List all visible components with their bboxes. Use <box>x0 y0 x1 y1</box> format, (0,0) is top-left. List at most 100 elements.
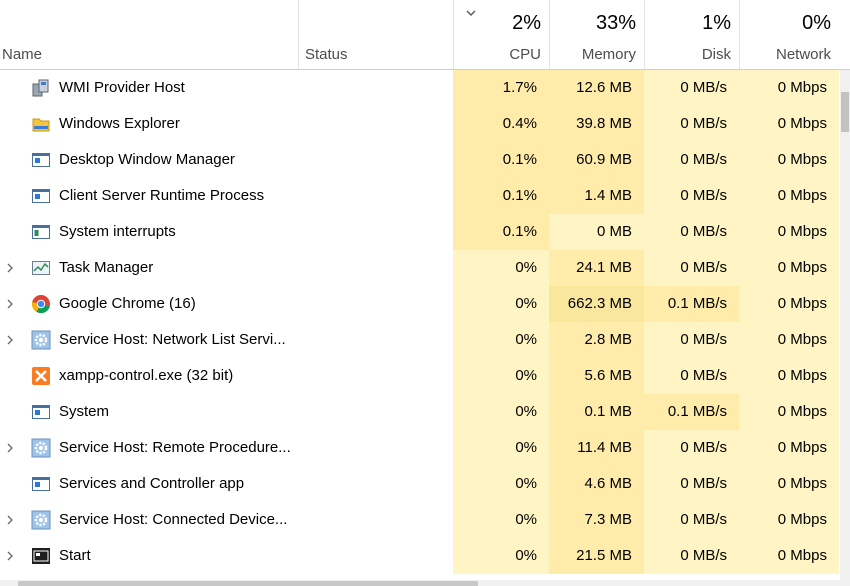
gear-icon <box>31 330 51 350</box>
process-row[interactable]: System interrupts 0.1% 0 MB 0 MB/s 0 Mbp… <box>0 214 840 250</box>
process-name: Service Host: Network List Servi... <box>59 331 286 348</box>
process-row[interactable]: Services and Controller app 0% 4.6 MB 0 … <box>0 466 840 502</box>
network-cell: 0 Mbps <box>739 502 839 538</box>
status-column-label: Status <box>305 46 348 63</box>
process-name: Client Server Runtime Process <box>59 187 265 204</box>
network-cell: 0 Mbps <box>739 394 839 430</box>
disk-cell: 0 MB/s <box>644 178 739 214</box>
process-row[interactable]: Service Host: Connected Device... 0% 7.3… <box>0 502 840 538</box>
window-app-icon <box>32 153 50 167</box>
vertical-scrollbar-thumb[interactable] <box>841 92 849 132</box>
memory-cell: 11.4 MB <box>549 430 644 466</box>
process-name-cell: Service Host: Connected Device... <box>0 502 298 538</box>
memory-cell: 21.5 MB <box>549 538 644 574</box>
process-name: Windows Explorer <box>59 115 180 132</box>
gear-icon <box>31 438 51 458</box>
memory-cell: 4.6 MB <box>549 466 644 502</box>
memory-cell: 60.9 MB <box>549 142 644 178</box>
chevron-right-icon[interactable] <box>4 550 16 562</box>
process-name: xampp-control.exe (32 bit) <box>59 367 234 384</box>
memory-cell: 39.8 MB <box>549 106 644 142</box>
process-row[interactable]: xampp-control.exe (32 bit) 0% 5.6 MB 0 M… <box>0 358 840 394</box>
process-row[interactable]: WMI Provider Host 1.7% 12.6 MB 0 MB/s 0 … <box>0 70 840 106</box>
cpu-cell: 0% <box>453 502 549 538</box>
memory-cell: 662.3 MB <box>549 286 644 322</box>
name-column-label: Name <box>2 46 43 63</box>
memory-total-percent: 33% <box>595 12 636 34</box>
system-interrupts-icon <box>32 225 50 239</box>
memory-cell: 0.1 MB <box>549 394 644 430</box>
horizontal-scrollbar-thumb[interactable] <box>18 581 478 586</box>
cpu-column-header[interactable]: 2% CPU <box>453 0 549 69</box>
process-name: Google Chrome (16) <box>59 295 196 312</box>
process-row[interactable]: Service Host: Remote Procedure... 0% 11.… <box>0 430 840 466</box>
process-row[interactable]: Client Server Runtime Process 0.1% 1.4 M… <box>0 178 840 214</box>
memory-cell: 0 MB <box>549 214 644 250</box>
process-name-cell: Windows Explorer <box>0 106 298 142</box>
network-cell: 0 Mbps <box>739 538 839 574</box>
cpu-cell: 0% <box>453 250 549 286</box>
process-name-cell: System <box>0 394 298 430</box>
cpu-cell: 0% <box>453 286 549 322</box>
memory-cell: 5.6 MB <box>549 358 644 394</box>
disk-cell: 0 MB/s <box>644 70 739 106</box>
process-row[interactable]: Service Host: Network List Servi... 0% 2… <box>0 322 840 358</box>
network-cell: 0 Mbps <box>739 466 839 502</box>
disk-cell: 0 MB/s <box>644 106 739 142</box>
status-column-header[interactable]: Status <box>298 0 453 69</box>
process-row[interactable]: Windows Explorer 0.4% 39.8 MB 0 MB/s 0 M… <box>0 106 840 142</box>
cpu-cell: 0% <box>453 430 549 466</box>
process-name-cell: Service Host: Remote Procedure... <box>0 430 298 466</box>
process-row[interactable]: Google Chrome (16) 0% 662.3 MB 0.1 MB/s … <box>0 286 840 322</box>
network-cell: 0 Mbps <box>739 358 839 394</box>
disk-cell: 0 MB/s <box>644 250 739 286</box>
cpu-cell: 0% <box>453 322 549 358</box>
sort-chevron-down-icon[interactable] <box>464 6 478 20</box>
memory-cell: 24.1 MB <box>549 250 644 286</box>
vertical-scrollbar[interactable] <box>840 70 850 586</box>
cpu-cell: 0.4% <box>453 106 549 142</box>
memory-cell: 12.6 MB <box>549 70 644 106</box>
disk-cell: 0 MB/s <box>644 214 739 250</box>
chevron-right-icon[interactable] <box>4 298 16 310</box>
network-cell: 0 Mbps <box>739 178 839 214</box>
memory-column-label: Memory <box>581 46 636 63</box>
network-column-header[interactable]: 0% Network <box>739 0 839 69</box>
process-row[interactable]: Task Manager 0% 24.1 MB 0 MB/s 0 Mbps <box>0 250 840 286</box>
memory-cell: 1.4 MB <box>549 178 644 214</box>
disk-cell: 0 MB/s <box>644 322 739 358</box>
disk-column-header[interactable]: 1% Disk <box>644 0 739 69</box>
process-name: System <box>59 403 110 420</box>
chevron-right-icon[interactable] <box>4 262 16 274</box>
chevron-right-icon[interactable] <box>4 442 16 454</box>
disk-cell: 0 MB/s <box>644 142 739 178</box>
chevron-right-icon[interactable] <box>4 514 16 526</box>
folder-icon <box>32 118 50 132</box>
memory-column-header[interactable]: 33% Memory <box>549 0 644 69</box>
disk-cell: 0.1 MB/s <box>644 394 739 430</box>
network-cell: 0 Mbps <box>739 106 839 142</box>
process-row[interactable]: Start 0% 21.5 MB 0 MB/s 0 Mbps <box>0 538 840 574</box>
memory-cell: 7.3 MB <box>549 502 644 538</box>
gear-icon <box>31 510 51 530</box>
xampp-icon <box>32 367 50 385</box>
process-name: Services and Controller app <box>59 475 245 492</box>
network-cell: 0 Mbps <box>739 286 839 322</box>
network-cell: 0 Mbps <box>739 430 839 466</box>
process-row[interactable]: System 0% 0.1 MB 0.1 MB/s 0 Mbps <box>0 394 840 430</box>
disk-cell: 0 MB/s <box>644 358 739 394</box>
process-name-cell: System interrupts <box>0 214 298 250</box>
disk-cell: 0 MB/s <box>644 466 739 502</box>
process-row[interactable]: Desktop Window Manager 0.1% 60.9 MB 0 MB… <box>0 142 840 178</box>
network-cell: 0 Mbps <box>739 322 839 358</box>
disk-cell: 0 MB/s <box>644 538 739 574</box>
chevron-right-icon[interactable] <box>4 334 16 346</box>
process-name-cell: Desktop Window Manager <box>0 142 298 178</box>
window-app-icon <box>32 477 50 491</box>
window-app-icon <box>32 189 50 203</box>
cpu-cell: 0% <box>453 394 549 430</box>
name-column-header[interactable]: Name <box>0 0 298 69</box>
process-name-cell: WMI Provider Host <box>0 70 298 106</box>
network-total-percent: 0% <box>802 12 831 34</box>
network-column-label: Network <box>775 46 831 63</box>
